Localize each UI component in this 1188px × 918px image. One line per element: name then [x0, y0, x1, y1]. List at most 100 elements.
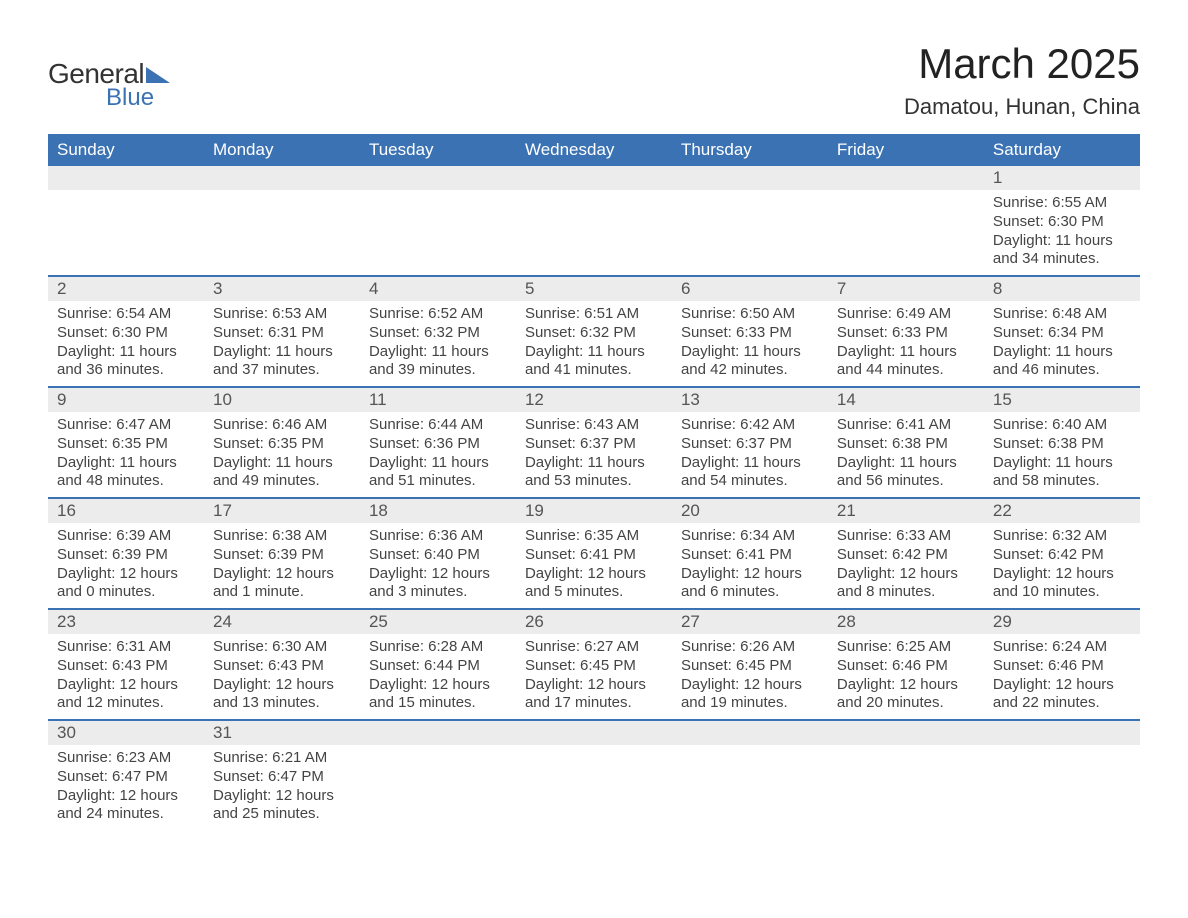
sunrise-line: Sunrise: 6:39 AM	[57, 527, 195, 546]
day-details: Sunrise: 6:35 AMSunset: 6:41 PMDaylight:…	[516, 523, 672, 608]
sunset-line: Sunset: 6:41 PM	[681, 546, 819, 565]
day-details: Sunrise: 6:24 AMSunset: 6:46 PMDaylight:…	[984, 634, 1140, 719]
calendar-day-cell: 19Sunrise: 6:35 AMSunset: 6:41 PMDayligh…	[516, 498, 672, 609]
day-number: 9	[48, 388, 204, 412]
daylight-line: Daylight: 12 hours and 0 minutes.	[57, 565, 195, 603]
weekday-header: Friday	[828, 134, 984, 166]
sunrise-line: Sunrise: 6:54 AM	[57, 305, 195, 324]
sunset-line: Sunset: 6:42 PM	[993, 546, 1131, 565]
daylight-line: Daylight: 12 hours and 3 minutes.	[369, 565, 507, 603]
sunrise-line: Sunrise: 6:50 AM	[681, 305, 819, 324]
calendar-week-row: 16Sunrise: 6:39 AMSunset: 6:39 PMDayligh…	[48, 498, 1140, 609]
day-details: Sunrise: 6:50 AMSunset: 6:33 PMDaylight:…	[672, 301, 828, 386]
sunset-line: Sunset: 6:32 PM	[369, 324, 507, 343]
calendar-day-cell	[672, 720, 828, 830]
sunset-line: Sunset: 6:39 PM	[213, 546, 351, 565]
day-number	[204, 166, 360, 190]
sunset-line: Sunset: 6:40 PM	[369, 546, 507, 565]
day-number	[828, 721, 984, 745]
sunrise-line: Sunrise: 6:28 AM	[369, 638, 507, 657]
sunrise-line: Sunrise: 6:52 AM	[369, 305, 507, 324]
title-block: March 2025 Damatou, Hunan, China	[904, 40, 1140, 120]
day-details: Sunrise: 6:49 AMSunset: 6:33 PMDaylight:…	[828, 301, 984, 386]
day-number	[672, 166, 828, 190]
header: General Blue March 2025 Damatou, Hunan, …	[48, 40, 1140, 120]
sunrise-line: Sunrise: 6:21 AM	[213, 749, 351, 768]
sunset-line: Sunset: 6:35 PM	[57, 435, 195, 454]
daylight-line: Daylight: 12 hours and 8 minutes.	[837, 565, 975, 603]
daylight-line: Daylight: 12 hours and 25 minutes.	[213, 787, 351, 825]
sunset-line: Sunset: 6:32 PM	[525, 324, 663, 343]
daylight-line: Daylight: 11 hours and 34 minutes.	[993, 232, 1131, 270]
sunset-line: Sunset: 6:31 PM	[213, 324, 351, 343]
weekday-header: Tuesday	[360, 134, 516, 166]
sunset-line: Sunset: 6:42 PM	[837, 546, 975, 565]
calendar-day-cell: 10Sunrise: 6:46 AMSunset: 6:35 PMDayligh…	[204, 387, 360, 498]
calendar-week-row: 9Sunrise: 6:47 AMSunset: 6:35 PMDaylight…	[48, 387, 1140, 498]
day-number: 28	[828, 610, 984, 634]
calendar-day-cell: 9Sunrise: 6:47 AMSunset: 6:35 PMDaylight…	[48, 387, 204, 498]
sunset-line: Sunset: 6:33 PM	[837, 324, 975, 343]
day-number: 31	[204, 721, 360, 745]
calendar-day-cell: 26Sunrise: 6:27 AMSunset: 6:45 PMDayligh…	[516, 609, 672, 720]
day-details: Sunrise: 6:54 AMSunset: 6:30 PMDaylight:…	[48, 301, 204, 386]
day-number	[984, 721, 1140, 745]
day-number: 16	[48, 499, 204, 523]
day-number: 12	[516, 388, 672, 412]
daylight-line: Daylight: 12 hours and 22 minutes.	[993, 676, 1131, 714]
calendar-week-row: 30Sunrise: 6:23 AMSunset: 6:47 PMDayligh…	[48, 720, 1140, 830]
sunset-line: Sunset: 6:47 PM	[57, 768, 195, 787]
calendar-day-cell: 21 Sunrise: 6:33 AMSunset: 6:42 PMDayligh…	[828, 498, 984, 609]
sunrise-line: Sunrise: 6:31 AM	[57, 638, 195, 657]
sunrise-line: Sunrise: 6:33 AM	[837, 527, 975, 546]
day-details: Sunrise: 6:48 AMSunset: 6:34 PMDaylight:…	[984, 301, 1140, 386]
sunset-line: Sunset: 6:35 PM	[213, 435, 351, 454]
daylight-line: Daylight: 12 hours and 19 minutes.	[681, 676, 819, 714]
day-number: 22	[984, 499, 1140, 523]
sunset-line: Sunset: 6:39 PM	[57, 546, 195, 565]
daylight-line: Daylight: 11 hours and 51 minutes.	[369, 454, 507, 492]
calendar-day-cell: 4Sunrise: 6:52 AMSunset: 6:32 PMDaylight…	[360, 276, 516, 387]
day-details: Sunrise: 6:30 AMSunset: 6:43 PMDaylight:…	[204, 634, 360, 719]
day-number: 20	[672, 499, 828, 523]
day-details: Sunrise: 6:21 AMSunset: 6:47 PMDaylight:…	[204, 745, 360, 830]
day-number	[360, 166, 516, 190]
sunrise-line: Sunrise: 6:47 AM	[57, 416, 195, 435]
sunset-line: Sunset: 6:45 PM	[525, 657, 663, 676]
daylight-line: Daylight: 12 hours and 10 minutes.	[993, 565, 1131, 603]
day-number: 21	[828, 499, 984, 523]
day-number: 13	[672, 388, 828, 412]
day-number: 14	[828, 388, 984, 412]
calendar-day-cell: 28Sunrise: 6:25 AMSunset: 6:46 PMDayligh…	[828, 609, 984, 720]
sunset-line: Sunset: 6:46 PM	[993, 657, 1131, 676]
daylight-line: Daylight: 12 hours and 13 minutes.	[213, 676, 351, 714]
daylight-line: Daylight: 12 hours and 6 minutes.	[681, 565, 819, 603]
calendar-day-cell	[360, 166, 516, 276]
sunrise-line: Sunrise: 6:43 AM	[525, 416, 663, 435]
calendar-week-row: 23Sunrise: 6:31 AMSunset: 6:43 PMDayligh…	[48, 609, 1140, 720]
sunrise-line: Sunrise: 6:36 AM	[369, 527, 507, 546]
sunrise-line: Sunrise: 6:51 AM	[525, 305, 663, 324]
day-details: Sunrise: 6:28 AMSunset: 6:44 PMDaylight:…	[360, 634, 516, 719]
calendar-day-cell	[672, 166, 828, 276]
day-details: Sunrise: 6:31 AMSunset: 6:43 PMDaylight:…	[48, 634, 204, 719]
weekday-header: Monday	[204, 134, 360, 166]
day-number	[516, 166, 672, 190]
day-number: 3	[204, 277, 360, 301]
calendar-day-cell: 11Sunrise: 6:44 AMSunset: 6:36 PMDayligh…	[360, 387, 516, 498]
day-details: Sunrise: 6:46 AMSunset: 6:35 PMDaylight:…	[204, 412, 360, 497]
sunrise-line: Sunrise: 6:30 AM	[213, 638, 351, 657]
sunset-line: Sunset: 6:30 PM	[993, 213, 1131, 232]
daylight-line: Daylight: 11 hours and 41 minutes.	[525, 343, 663, 381]
sunset-line: Sunset: 6:38 PM	[993, 435, 1131, 454]
calendar-day-cell: 18Sunrise: 6:36 AMSunset: 6:40 PMDayligh…	[360, 498, 516, 609]
daylight-line: Daylight: 12 hours and 24 minutes.	[57, 787, 195, 825]
day-details: Sunrise: 6:32 AMSunset: 6:42 PMDaylight:…	[984, 523, 1140, 608]
day-number: 2	[48, 277, 204, 301]
day-number: 19	[516, 499, 672, 523]
sunset-line: Sunset: 6:41 PM	[525, 546, 663, 565]
day-number: 27	[672, 610, 828, 634]
sunrise-line: Sunrise: 6:46 AM	[213, 416, 351, 435]
sunrise-line: Sunrise: 6:38 AM	[213, 527, 351, 546]
calendar-day-cell: 16 Sunrise: 6:39 AMSunset: 6:39 PMDayligh…	[48, 498, 204, 609]
